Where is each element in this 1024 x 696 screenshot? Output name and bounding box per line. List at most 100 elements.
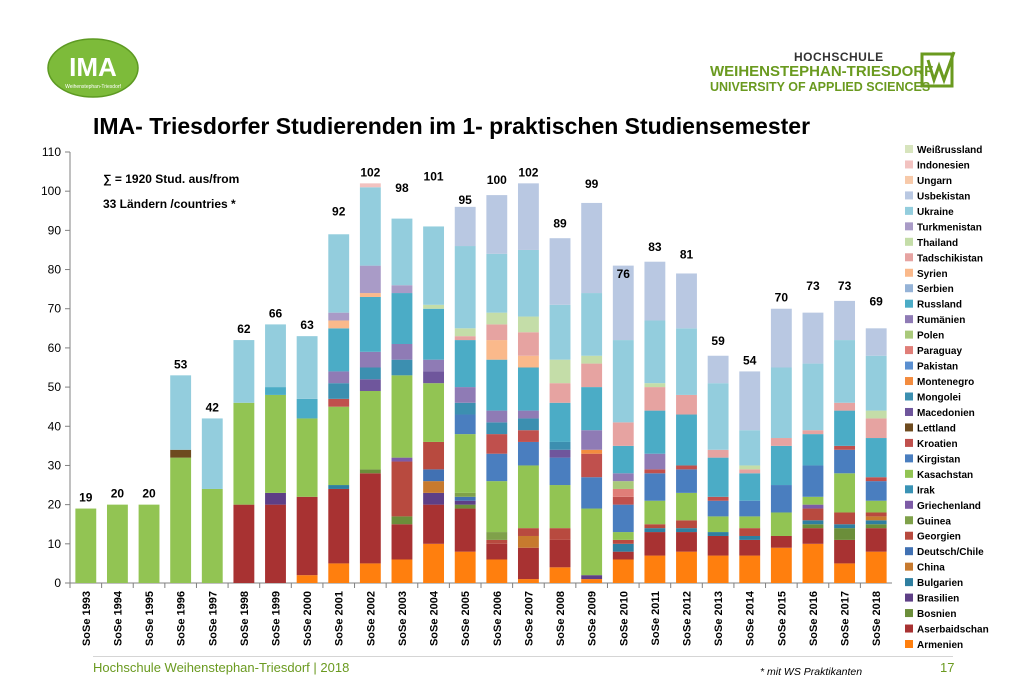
bar-segment xyxy=(517,316,539,333)
x-tick-label: SoSe 2015 xyxy=(776,591,788,646)
legend-label: Georgien xyxy=(917,532,961,543)
legend-label: Thailand xyxy=(917,238,958,249)
bar-segment xyxy=(644,555,666,583)
bar-segment xyxy=(581,430,603,450)
bar-segment xyxy=(391,516,413,525)
legend-label: Kirgistan xyxy=(917,454,960,465)
bar-segment xyxy=(834,410,856,446)
page-number: 17 xyxy=(940,660,955,675)
bar-segment xyxy=(549,441,571,450)
bar-segment xyxy=(328,398,350,407)
bar-segment xyxy=(517,528,539,536)
bar-segment xyxy=(770,445,792,486)
bar-segment xyxy=(549,457,571,486)
bar-segment xyxy=(549,402,571,442)
grid-layer: 0 10 20 30 40 50 60 70 80 90 100 110 xyxy=(41,145,892,590)
x-tick-label: SoSe 2014 xyxy=(745,590,757,646)
bar-segment xyxy=(581,508,603,576)
x-tick-label: SoSe 1998 xyxy=(239,591,251,646)
bar-segment xyxy=(359,187,381,266)
bar-segment xyxy=(549,485,571,529)
x-tick-label: SoSe 2005 xyxy=(460,591,472,646)
bar-segment xyxy=(644,500,666,525)
bar-segment xyxy=(391,524,413,560)
bar-segment xyxy=(581,453,603,478)
total-data-label: 101 xyxy=(424,169,444,183)
bar-segment xyxy=(644,469,666,474)
bar-segment xyxy=(707,532,729,536)
bar-segment xyxy=(265,324,286,388)
legend-label: Bulgarien xyxy=(917,578,963,589)
legend-label: Usbekistan xyxy=(917,191,970,202)
bar-segment xyxy=(549,304,571,360)
legend-label: Armenien xyxy=(917,640,963,651)
bar-segment xyxy=(486,312,508,325)
bar-segment xyxy=(802,465,824,497)
bar-segment xyxy=(423,383,445,442)
bar-segment xyxy=(802,504,824,509)
x-tick-label: SoSe 2017 xyxy=(840,591,852,646)
legend-swatch xyxy=(905,160,913,169)
total-data-label: 99 xyxy=(585,177,599,191)
bar-segment xyxy=(517,249,539,317)
legend-swatch xyxy=(905,640,913,648)
bar-segment xyxy=(644,383,666,388)
bar-segment xyxy=(454,206,476,247)
bar-segment xyxy=(486,324,508,341)
bar-segment xyxy=(454,434,476,493)
bar-segment xyxy=(517,535,539,548)
chart-title: IMA- Triesdorfer Studierenden im 1- prak… xyxy=(93,113,811,139)
bar-segment xyxy=(454,492,476,497)
bar-segment xyxy=(265,492,286,505)
legend-swatch xyxy=(905,562,913,571)
x-tick-label: SoSe 1994 xyxy=(112,590,124,646)
bar-segment xyxy=(454,504,476,509)
bar-segment xyxy=(233,402,255,505)
bar-segment xyxy=(517,183,539,250)
bar-segment xyxy=(707,496,729,501)
bar-segment xyxy=(486,481,508,533)
legend-swatch xyxy=(905,191,913,200)
bar-segment xyxy=(834,402,856,411)
bar-segment xyxy=(517,579,539,583)
bar-segment xyxy=(865,551,887,583)
bar-segment xyxy=(486,453,508,482)
legend-label: Tadschikistan xyxy=(917,253,983,264)
bar-segment xyxy=(423,441,445,470)
ima-logo-subtext: Weihenstephan-Triesdorf xyxy=(65,84,121,90)
x-tick-label: SoSe 2001 xyxy=(334,591,346,646)
total-data-label: 69 xyxy=(870,295,884,309)
bar-segment xyxy=(328,563,350,583)
bar-segment xyxy=(739,469,761,474)
bar-segment xyxy=(865,355,887,411)
x-tick-label: SoSe 2004 xyxy=(429,590,441,646)
bar-segment xyxy=(707,535,729,556)
total-data-label: 70 xyxy=(775,291,789,305)
legend-label: Lettland xyxy=(917,423,956,434)
bar-segment xyxy=(834,512,856,525)
bar-segment xyxy=(486,532,508,540)
bar-segment xyxy=(359,183,381,188)
bar-segment xyxy=(391,343,413,360)
legend-swatch xyxy=(905,237,913,246)
bar-segment xyxy=(486,359,508,411)
legend-label: Irak xyxy=(917,485,935,496)
bar-segment xyxy=(454,328,476,337)
total-data-label: 100 xyxy=(487,173,507,187)
bar-segment xyxy=(770,367,792,439)
bar-segment xyxy=(170,457,192,583)
bar-segment xyxy=(454,402,476,415)
bars-layer xyxy=(75,183,887,583)
bar-segment xyxy=(865,410,887,419)
bar-segment xyxy=(486,543,508,560)
bar-segment xyxy=(581,575,603,580)
bar-segment xyxy=(454,340,476,388)
y-tick-label: 10 xyxy=(48,537,62,551)
legend-swatch xyxy=(905,547,913,556)
bar-segment xyxy=(517,410,539,419)
x-tick-label: SoSe 2002 xyxy=(365,591,377,646)
x-tick-label: SoSe 2006 xyxy=(492,591,504,646)
legend-label: Aserbaidschan xyxy=(917,625,989,636)
bar-segment xyxy=(612,422,634,446)
bar-segment xyxy=(549,383,571,403)
